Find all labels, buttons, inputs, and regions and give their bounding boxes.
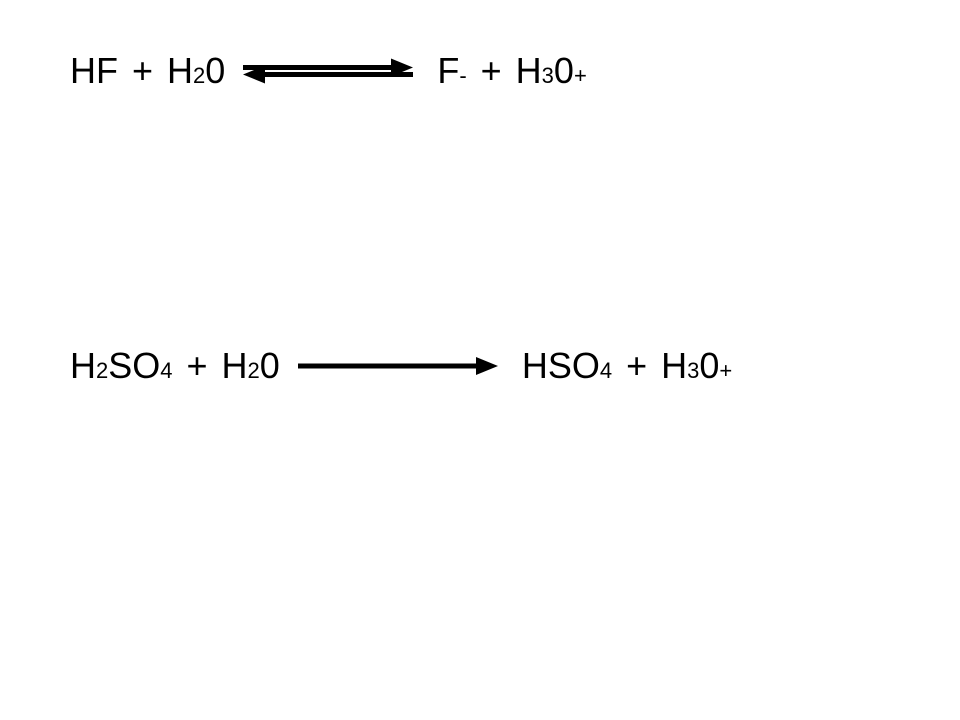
plus-sign: + — [626, 345, 647, 387]
chem-term: H30+ — [661, 345, 732, 387]
slide-canvas: HF + H20 F- + H30+ H2SO4 + H20 HSO4 + H30+ — [0, 0, 960, 720]
plus-sign: + — [481, 50, 502, 92]
equation-row-1: HF + H20 F- + H30+ — [70, 50, 587, 92]
chem-term: HSO4 — [522, 345, 612, 387]
chem-term: F- — [437, 50, 466, 92]
equation-row-2: H2SO4 + H20 HSO4 + H30+ — [70, 345, 732, 387]
forward-arrow-icon — [298, 354, 498, 378]
plus-sign: + — [132, 50, 153, 92]
chem-term: H2SO4 — [70, 345, 173, 387]
plus-sign: + — [187, 345, 208, 387]
equilibrium-arrow-icon — [243, 54, 413, 88]
chem-term: HF — [70, 50, 118, 92]
chem-term: H20 — [167, 50, 225, 92]
chem-term: H30+ — [516, 50, 587, 92]
chem-term: H20 — [222, 345, 280, 387]
